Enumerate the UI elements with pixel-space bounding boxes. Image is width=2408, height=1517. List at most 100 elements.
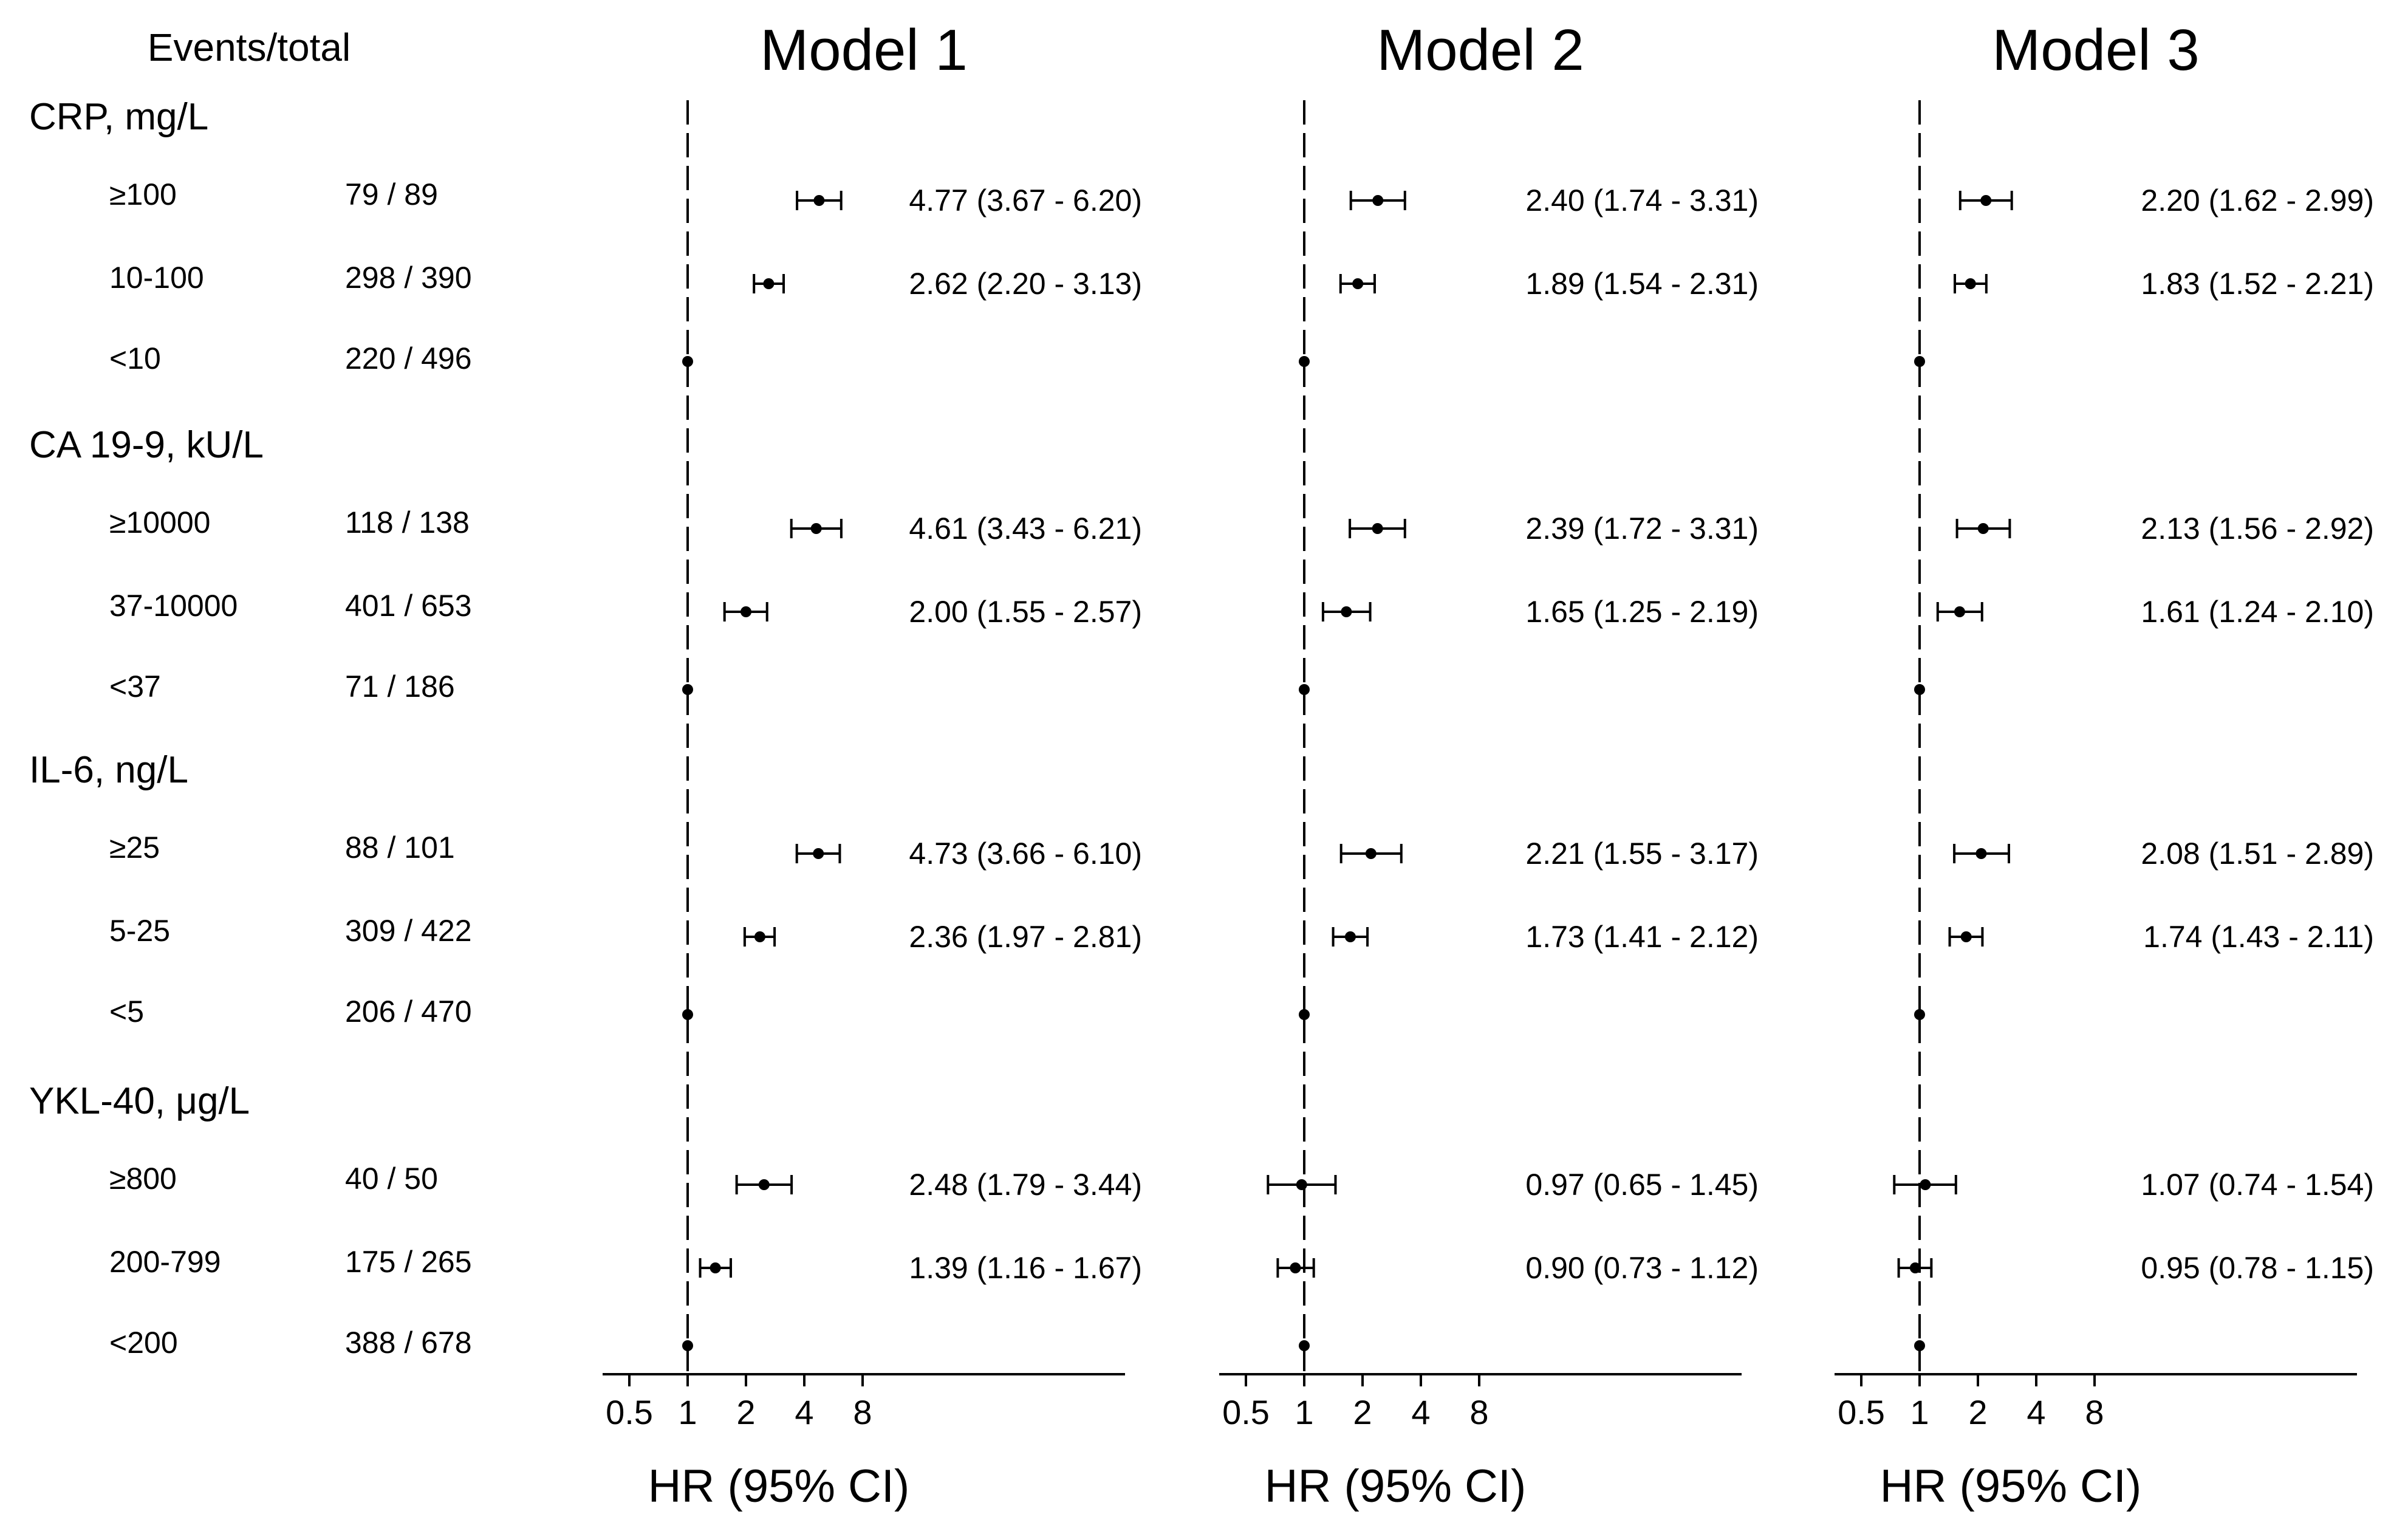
model-panel: Model 3 0.5 1 2 4 8 HR (95% CI) 2.20 (1.62 - 2.…	[1835, 18, 2374, 1512]
hr-ci-label: 4.73 (3.66 - 6.10)	[909, 837, 1142, 871]
category-label: ≥100	[109, 177, 177, 211]
events-total-value: 71 / 186	[345, 669, 455, 704]
model-panel: Model 1 0.5 1 2 4 8 HR (95% CI) 4.77 (3.67 - 6.…	[603, 18, 1142, 1512]
category-label: <10	[109, 341, 161, 375]
hr-point	[1920, 1179, 1931, 1190]
model-title: Model 3	[1992, 18, 2200, 83]
hr-ci-label: 1.89 (1.54 - 2.31)	[1525, 267, 1759, 301]
category-label: ≥800	[109, 1162, 177, 1196]
hr-ci-label: 0.97 (0.65 - 1.45)	[1525, 1168, 1759, 1202]
hr-point	[1372, 195, 1384, 206]
hr-ci-label: 2.62 (2.20 - 3.13)	[909, 267, 1142, 301]
hr-ci-label: 0.95 (0.78 - 1.15)	[2141, 1251, 2374, 1285]
category-label: ≥25	[109, 830, 160, 865]
group-label: YKL-40, μg/L	[29, 1080, 250, 1122]
model-panels: Model 1 0.5 1 2 4 8 HR (95% CI) 4.77 (3.67 - 6.…	[603, 18, 2374, 1512]
hr-ci-label: 2.39 (1.72 - 3.31)	[1525, 512, 1759, 546]
hr-point	[1914, 684, 1925, 695]
hr-point	[1914, 356, 1925, 367]
events-total-value: 79 / 89	[345, 177, 438, 211]
hr-ci-label: 1.74 (1.43 - 2.11)	[2143, 920, 2374, 954]
hr-ci-label: 1.39 (1.16 - 1.67)	[909, 1251, 1142, 1285]
x-tick-label: 2	[1353, 1393, 1372, 1431]
hr-ci-label: 2.40 (1.74 - 3.31)	[1525, 183, 1759, 217]
hr-point	[682, 1340, 693, 1351]
hr-point	[1296, 1179, 1307, 1190]
events-total-value: 298 / 390	[345, 261, 472, 295]
category-label: <5	[109, 995, 144, 1029]
hr-ci-label: 2.21 (1.55 - 3.17)	[1525, 837, 1759, 871]
hr-point	[1365, 848, 1377, 859]
x-tick-label: 8	[2085, 1393, 2104, 1431]
x-tick-label: 4	[1411, 1393, 1430, 1431]
hr-ci-label: 2.08 (1.51 - 2.89)	[2141, 837, 2374, 871]
hr-ci-label: 2.00 (1.55 - 2.57)	[909, 595, 1142, 629]
hr-point	[1299, 356, 1310, 367]
events-total-value: 40 / 50	[345, 1162, 438, 1196]
hr-ci-label: 1.83 (1.52 - 2.21)	[2141, 267, 2374, 301]
hr-point	[1965, 278, 1976, 289]
events-total-value: 309 / 422	[345, 914, 472, 948]
category-label: <37	[109, 669, 161, 704]
group-label: IL-6, ng/L	[29, 749, 188, 791]
hr-ci-label: 2.36 (1.97 - 2.81)	[909, 920, 1142, 954]
hr-ci-label: 1.07 (0.74 - 1.54)	[2141, 1168, 2374, 1202]
hr-ci-label: 2.13 (1.56 - 2.92)	[2141, 512, 2374, 546]
x-tick-label: 8	[1469, 1393, 1488, 1431]
group-label: CRP, mg/L	[29, 96, 208, 138]
x-axis-title: HR (95% CI)	[1880, 1460, 2142, 1512]
events-total-value: 118 / 138	[345, 505, 470, 539]
hr-point	[754, 931, 765, 942]
hr-point	[1299, 1009, 1310, 1020]
hr-point	[682, 1009, 693, 1020]
events-total-value: 388 / 678	[345, 1326, 472, 1360]
hr-point	[1914, 1340, 1925, 1351]
model-panel: Model 2 0.5 1 2 4 8 HR (95% CI) 2.40 (1.74 - 3.…	[1219, 18, 1759, 1512]
hr-point	[813, 195, 825, 206]
x-tick-label: 0.5	[1838, 1393, 1885, 1431]
x-tick-label: 4	[2027, 1393, 2045, 1431]
hr-ci-label: 4.77 (3.67 - 6.20)	[909, 183, 1142, 217]
category-label: <200	[109, 1326, 178, 1360]
hr-point	[1909, 1262, 1921, 1273]
x-axis-title: HR (95% CI)	[1265, 1460, 1527, 1512]
hr-ci-label: 1.61 (1.24 - 2.10)	[2141, 595, 2374, 629]
hr-ci-label: 2.48 (1.79 - 3.44)	[909, 1168, 1142, 1202]
hr-point	[813, 848, 824, 859]
hr-ci-label: 1.73 (1.41 - 2.12)	[1525, 920, 1759, 954]
hr-ci-label: 1.65 (1.25 - 2.19)	[1525, 595, 1759, 629]
hr-point	[1980, 195, 1992, 206]
hr-point	[1344, 931, 1356, 942]
x-tick-label: 1	[1910, 1393, 1929, 1431]
x-tick-label: 2	[736, 1393, 755, 1431]
hr-point	[682, 356, 693, 367]
events-total-value: 175 / 265	[345, 1245, 472, 1279]
hr-point	[682, 684, 693, 695]
hr-point	[1352, 278, 1364, 289]
hr-point	[1914, 1009, 1925, 1020]
hr-point	[1977, 523, 1989, 534]
x-tick-label: 4	[795, 1393, 813, 1431]
hr-point	[1960, 931, 1972, 942]
hr-point	[1975, 848, 1987, 859]
x-tick-label: 1	[678, 1393, 697, 1431]
group-label: CA 19-9, kU/L	[29, 424, 264, 466]
hr-ci-label: 0.90 (0.73 - 1.12)	[1525, 1251, 1759, 1285]
events-total-value: 401 / 653	[345, 589, 472, 623]
model-title: Model 2	[1377, 18, 1584, 83]
events-total-header: Events/total	[148, 26, 351, 69]
hr-point	[1299, 684, 1310, 695]
hr-point	[1341, 606, 1352, 617]
category-label: 5-25	[109, 914, 170, 948]
hr-point	[741, 606, 751, 617]
x-tick-label: 2	[1968, 1393, 1987, 1431]
events-total-value: 206 / 470	[345, 995, 472, 1029]
category-label: 10-100	[109, 261, 204, 295]
hr-point	[1290, 1262, 1301, 1273]
hr-point	[810, 523, 822, 534]
hr-point	[1372, 523, 1383, 534]
hr-point	[758, 1179, 770, 1190]
category-label: ≥10000	[109, 505, 210, 539]
category-label: 200-799	[109, 1245, 221, 1279]
